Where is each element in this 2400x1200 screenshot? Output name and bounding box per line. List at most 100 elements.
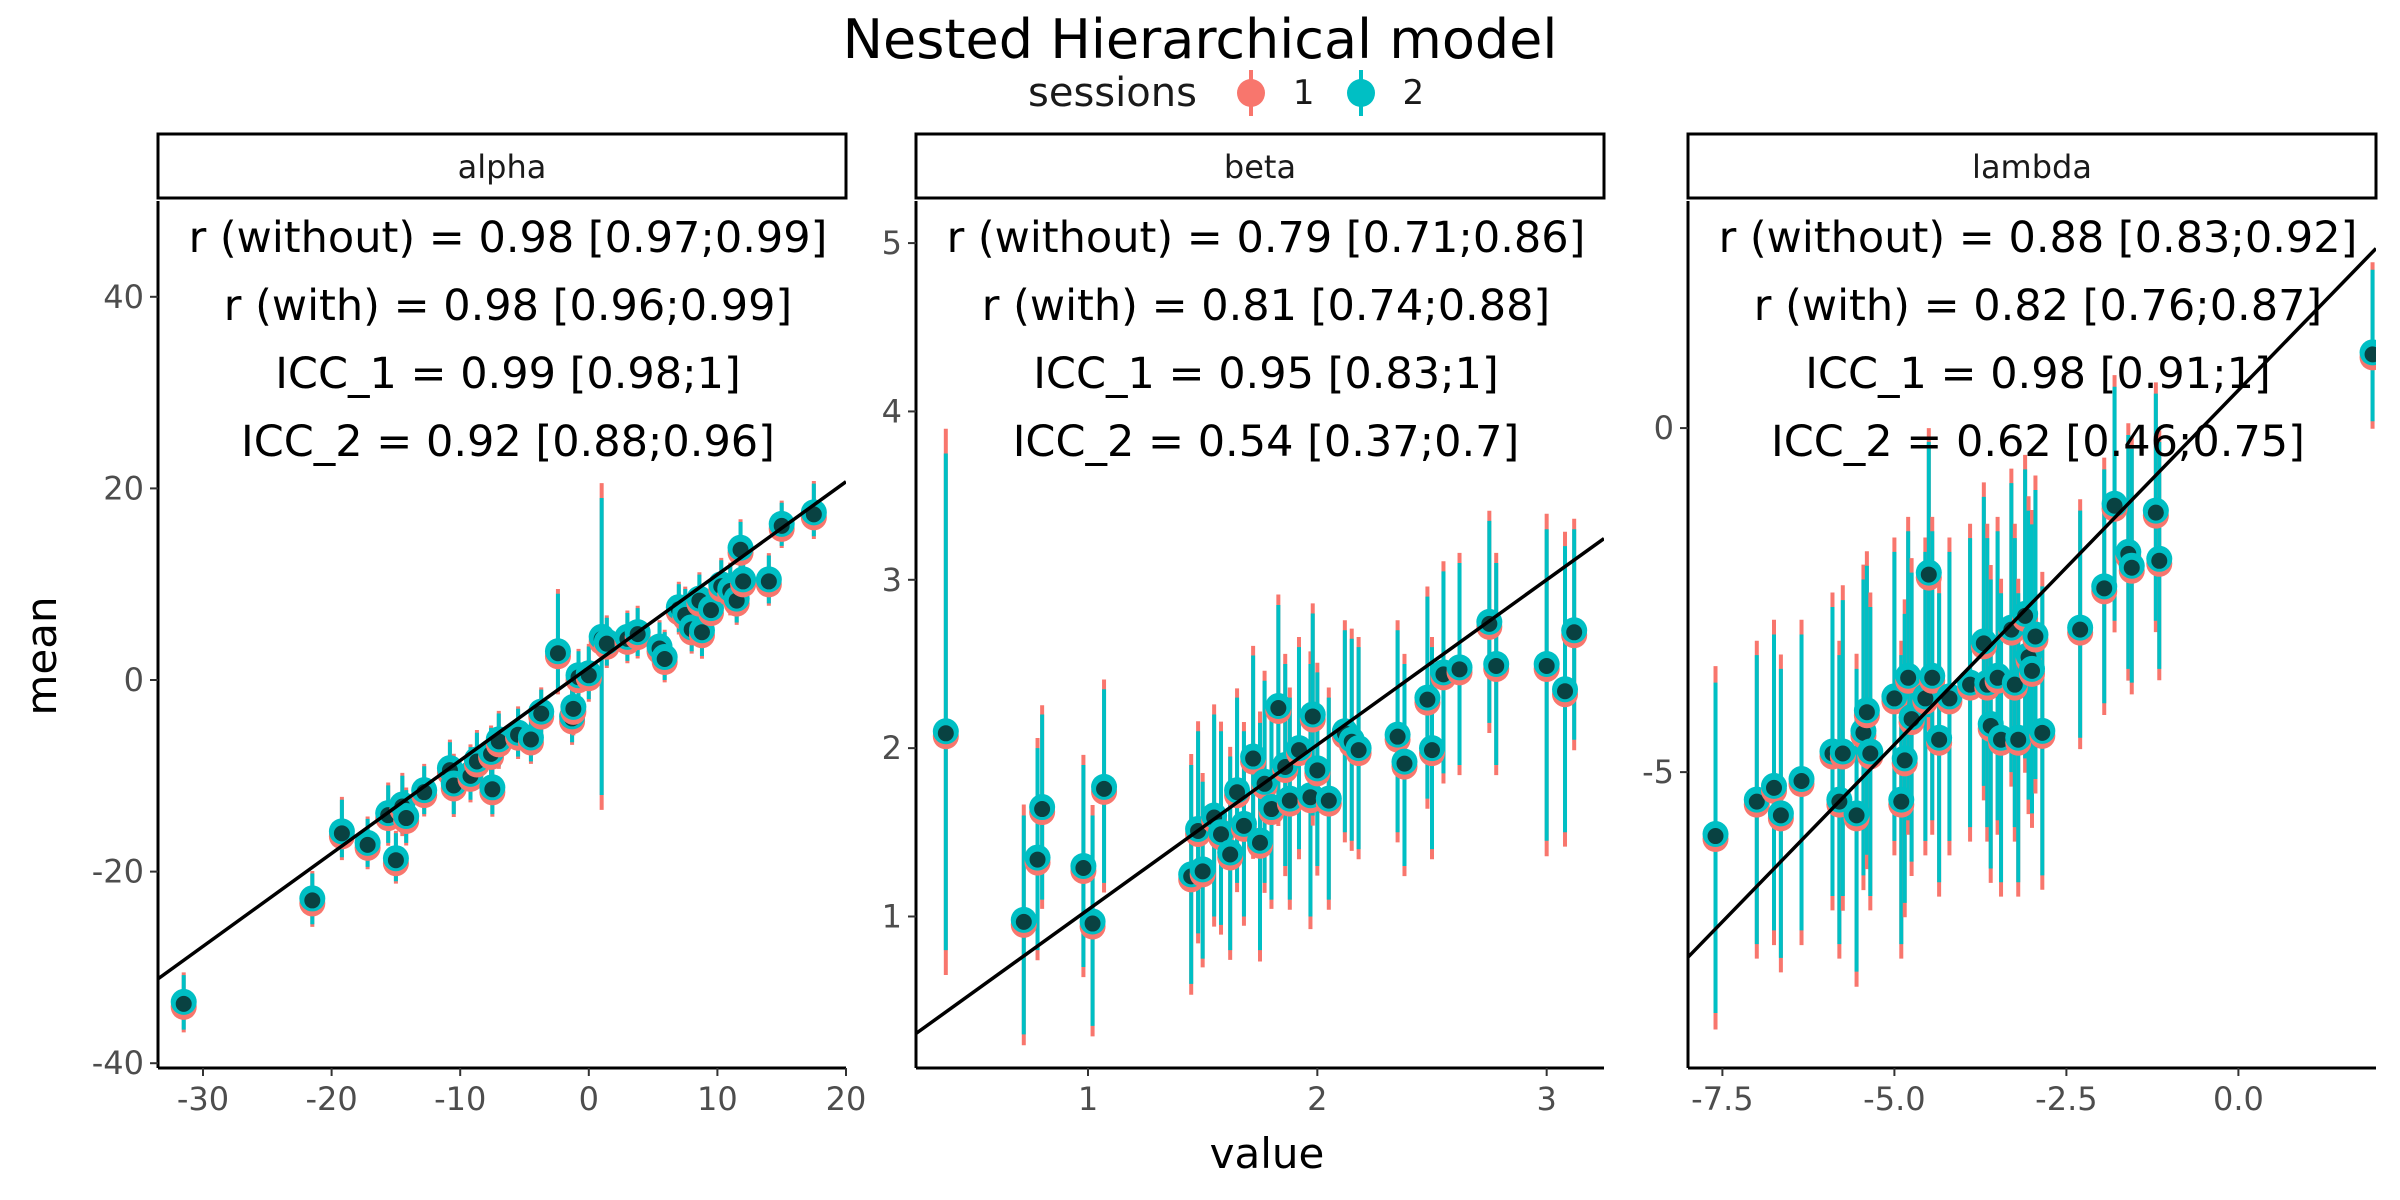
point-mean (1539, 658, 1555, 674)
point-mean (1245, 751, 1261, 767)
point-mean (1859, 704, 1875, 720)
x-tick-label-alpha: -20 (305, 1080, 357, 1118)
point-mean (1282, 793, 1298, 809)
plot-area-beta: r (without) = 0.79 [0.71;0.86] r (with) =… (916, 213, 1604, 1045)
x-tick-label-alpha: 10 (697, 1080, 738, 1118)
y-tick-label-beta: 4 (882, 392, 902, 430)
point-mean (1931, 732, 1947, 748)
point-mean (176, 996, 192, 1012)
y-tick-label-lambda: -5 (1642, 753, 1674, 791)
annotation-lambda: ICC_1 = 0.98 [0.91;1] (1805, 349, 2271, 399)
point-mean (2010, 732, 2026, 748)
annotation-lambda: r (with) = 0.82 [0.76;0.87] (1754, 281, 2322, 331)
y-tick-label-beta: 1 (882, 897, 902, 935)
fit-line-alpha (158, 482, 846, 979)
point-mean (1766, 780, 1782, 796)
y-tick-label-lambda: 0 (1654, 409, 1674, 447)
point-mean (550, 645, 566, 661)
y-tick-label-alpha: -40 (92, 1044, 144, 1082)
y-tick-label-alpha: 20 (103, 469, 144, 507)
point-mean (657, 651, 673, 667)
point-mean (1921, 567, 1937, 583)
point-mean (1924, 670, 1940, 686)
annotation-alpha: r (without) = 0.98 [0.97;0.99] (189, 213, 828, 263)
annotation-alpha: ICC_2 = 0.92 [0.88;0.96] (241, 417, 775, 467)
point-mean (2096, 580, 2112, 596)
point-mean (1252, 835, 1268, 851)
point-mean (565, 701, 581, 717)
point-mean (304, 892, 320, 908)
x-tick-label-beta: 2 (1307, 1080, 1327, 1118)
point-mean (1566, 624, 1582, 640)
point-mean (2034, 725, 2050, 741)
strip-label-lambda: lambda (1972, 148, 2092, 186)
annotation-lambda: ICC_2 = 0.62 [0.46;0.75] (1771, 417, 2305, 467)
point-mean (1557, 683, 1573, 699)
point-mean (1488, 658, 1504, 674)
y-axis-label: mean (17, 596, 66, 715)
point-mean (1794, 773, 1810, 789)
point-mean (1452, 661, 1468, 677)
point-mean (1321, 793, 1337, 809)
point-mean (1085, 916, 1101, 932)
y-tick-label-alpha: -20 (92, 853, 144, 891)
x-tick-label-lambda: -7.5 (1691, 1080, 1753, 1118)
point-mean (2024, 663, 2040, 679)
plot-area-lambda: r (without) = 0.88 [0.83;0.92] r (with) =… (1688, 213, 2386, 1029)
point-mean (523, 731, 539, 747)
point-mean (1773, 807, 1789, 823)
point-mean (1897, 752, 1913, 768)
point-mean (1096, 781, 1112, 797)
x-tick-label-lambda: 0.0 (2213, 1080, 2264, 1118)
point-mean (388, 852, 404, 868)
point-mean (2072, 622, 2088, 638)
y-tick-label-alpha: 0 (124, 661, 144, 699)
strip-label-alpha: alpha (458, 148, 547, 186)
y-tick-label-beta: 3 (882, 561, 902, 599)
annotation-alpha: r (with) = 0.98 [0.96;0.99] (224, 281, 792, 331)
point-mean (334, 825, 350, 841)
y-tick-label-alpha: 40 (103, 278, 144, 316)
point-mean (1893, 794, 1909, 810)
x-tick-label-alpha: 0 (579, 1080, 599, 1118)
point-mean (1213, 826, 1229, 842)
point-mean (484, 781, 500, 797)
annotation-beta: ICC_1 = 0.95 [0.83;1] (1033, 349, 1499, 399)
annotation-beta: r (with) = 0.81 [0.74;0.88] (982, 281, 1550, 331)
point-mean (1309, 762, 1325, 778)
point-mean (1835, 745, 1851, 761)
annotation-lambda: r (without) = 0.88 [0.83;0.92] (1719, 213, 2358, 263)
annotation-beta: r (without) = 0.79 [0.71;0.86] (947, 213, 1586, 263)
point-mean (1886, 690, 1902, 706)
point-mean (735, 573, 751, 589)
point-mean (1222, 847, 1238, 863)
point-mean (1195, 863, 1211, 879)
point-mean (694, 624, 710, 640)
x-tick-label-alpha: -30 (177, 1080, 229, 1118)
y-tick-label-beta: 2 (882, 729, 902, 767)
point-mean (1351, 742, 1367, 758)
point-mean (1419, 692, 1435, 708)
point-mean (1236, 818, 1252, 834)
point-mean (2148, 505, 2164, 521)
point-mean (1030, 852, 1046, 868)
point-mean (398, 810, 414, 826)
x-tick-label-beta: 3 (1536, 1080, 1556, 1118)
strip-label-beta: beta (1224, 148, 1296, 186)
point-mean (2124, 560, 2140, 576)
point-mean (1075, 860, 1091, 876)
x-axis-label: value (1210, 1129, 1325, 1178)
point-mean (1424, 742, 1440, 758)
point-mean (1708, 828, 1724, 844)
x-tick-label-alpha: 20 (826, 1080, 867, 1118)
point-mean (1900, 670, 1916, 686)
point-mean (1305, 708, 1321, 724)
annotation-alpha: ICC_1 = 0.99 [0.98;1] (275, 349, 741, 399)
x-tick-label-lambda: -5.0 (1863, 1080, 1925, 1118)
point-mean (1016, 914, 1032, 930)
x-tick-label-lambda: -2.5 (2035, 1080, 2097, 1118)
point-mean (1270, 700, 1286, 716)
point-mean (1862, 745, 1878, 761)
point-mean (1849, 807, 1865, 823)
